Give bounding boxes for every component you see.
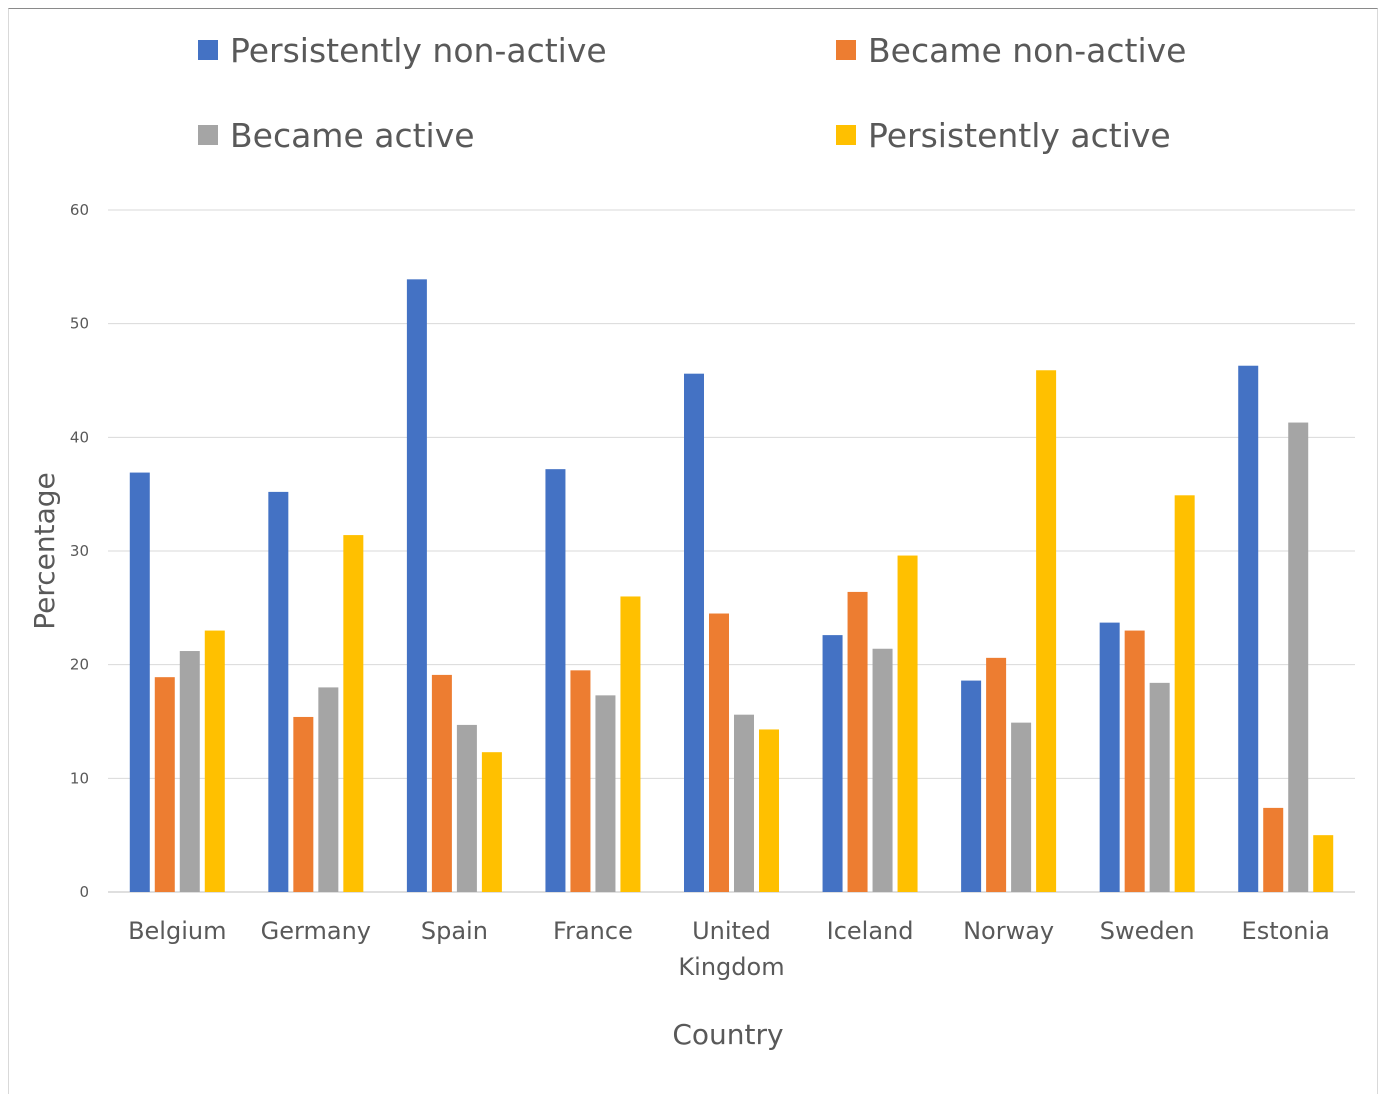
bar-7-3 — [1174, 495, 1195, 892]
bar-6-1 — [986, 657, 1007, 892]
x-category-label-6: Norway — [963, 917, 1054, 945]
bar-0-2 — [179, 651, 200, 892]
gridlines — [108, 209, 1355, 893]
bar-6-3 — [1036, 370, 1057, 892]
bar-0-3 — [204, 630, 225, 892]
legend-label-2: Became active — [230, 116, 475, 155]
x-category-label-1: Germany — [261, 917, 371, 945]
bar-6-2 — [1011, 722, 1032, 892]
bar-2-1 — [431, 674, 452, 892]
bar-8-1 — [1263, 807, 1284, 892]
x-category-label-2: Spain — [421, 917, 488, 945]
bar-5-1 — [847, 591, 868, 892]
legend-label-0: Persistently non-active — [230, 31, 607, 70]
y-tick-label-60: 60 — [70, 201, 89, 219]
bar-7-0 — [1099, 622, 1120, 892]
legend: Persistently non-active Became non-active… — [198, 31, 1186, 155]
bar-6-0 — [961, 680, 982, 892]
bar-3-3 — [620, 596, 641, 892]
x-category-label-3: France — [553, 917, 633, 945]
bar-8-3 — [1313, 835, 1334, 892]
x-axis-categories: Belgium Germany Spain France United Kingdom Ic… — [128, 917, 1330, 981]
bar-3-2 — [595, 695, 616, 892]
x-category-label-4-line-1: Kingdom — [678, 953, 784, 981]
bar-8-0 — [1238, 365, 1259, 892]
bar-3-0 — [545, 469, 566, 892]
legend-swatch-1 — [836, 40, 856, 60]
bar-4-1 — [709, 613, 729, 892]
x-axis-title: Country — [672, 1018, 783, 1051]
legend-label-1: Became non-active — [868, 31, 1186, 70]
bar-1-0 — [268, 491, 289, 892]
y-tick-label-0: 0 — [79, 883, 89, 901]
bar-1-1 — [293, 716, 314, 892]
bar-0-1 — [154, 677, 175, 892]
bar-5-0 — [822, 635, 843, 892]
bar-5-3 — [897, 555, 918, 892]
x-category-label-7: Sweden — [1100, 917, 1195, 945]
legend-swatch-2 — [198, 125, 218, 145]
bar-5-2 — [872, 648, 893, 892]
y-axis-title: Percentage — [28, 472, 61, 630]
x-category-label-8: Estonia — [1242, 917, 1330, 945]
x-category-label-0: Belgium — [128, 917, 226, 945]
bar-1-3 — [343, 535, 364, 892]
y-tick-label-40: 40 — [70, 428, 89, 446]
bar-8-2 — [1288, 422, 1309, 892]
bar-4-2 — [734, 714, 754, 892]
y-tick-label-30: 30 — [70, 542, 89, 560]
x-category-label-4: United — [692, 917, 771, 945]
bar-2-0 — [406, 279, 427, 892]
bar-2-3 — [481, 752, 502, 892]
bar-3-1 — [570, 670, 591, 892]
y-tick-label-50: 50 — [70, 315, 89, 333]
bar-7-2 — [1149, 682, 1170, 892]
bar-0-0 — [129, 472, 150, 892]
bars — [129, 279, 1334, 892]
bar-4-0 — [684, 373, 704, 892]
y-axis-ticks: 0 10 20 30 40 50 60 — [70, 201, 89, 901]
bar-7-1 — [1124, 630, 1145, 892]
legend-label-3: Persistently active — [868, 116, 1171, 155]
bar-2-2 — [456, 724, 477, 892]
y-tick-label-10: 10 — [70, 769, 89, 787]
bar-4-3 — [759, 729, 779, 892]
bar-1-2 — [318, 687, 339, 892]
y-tick-label-20: 20 — [70, 656, 89, 674]
x-category-label-5: Iceland — [827, 917, 914, 945]
chart-frame — [8, 8, 1378, 1094]
legend-swatch-0 — [198, 40, 218, 60]
legend-swatch-3 — [836, 125, 856, 145]
